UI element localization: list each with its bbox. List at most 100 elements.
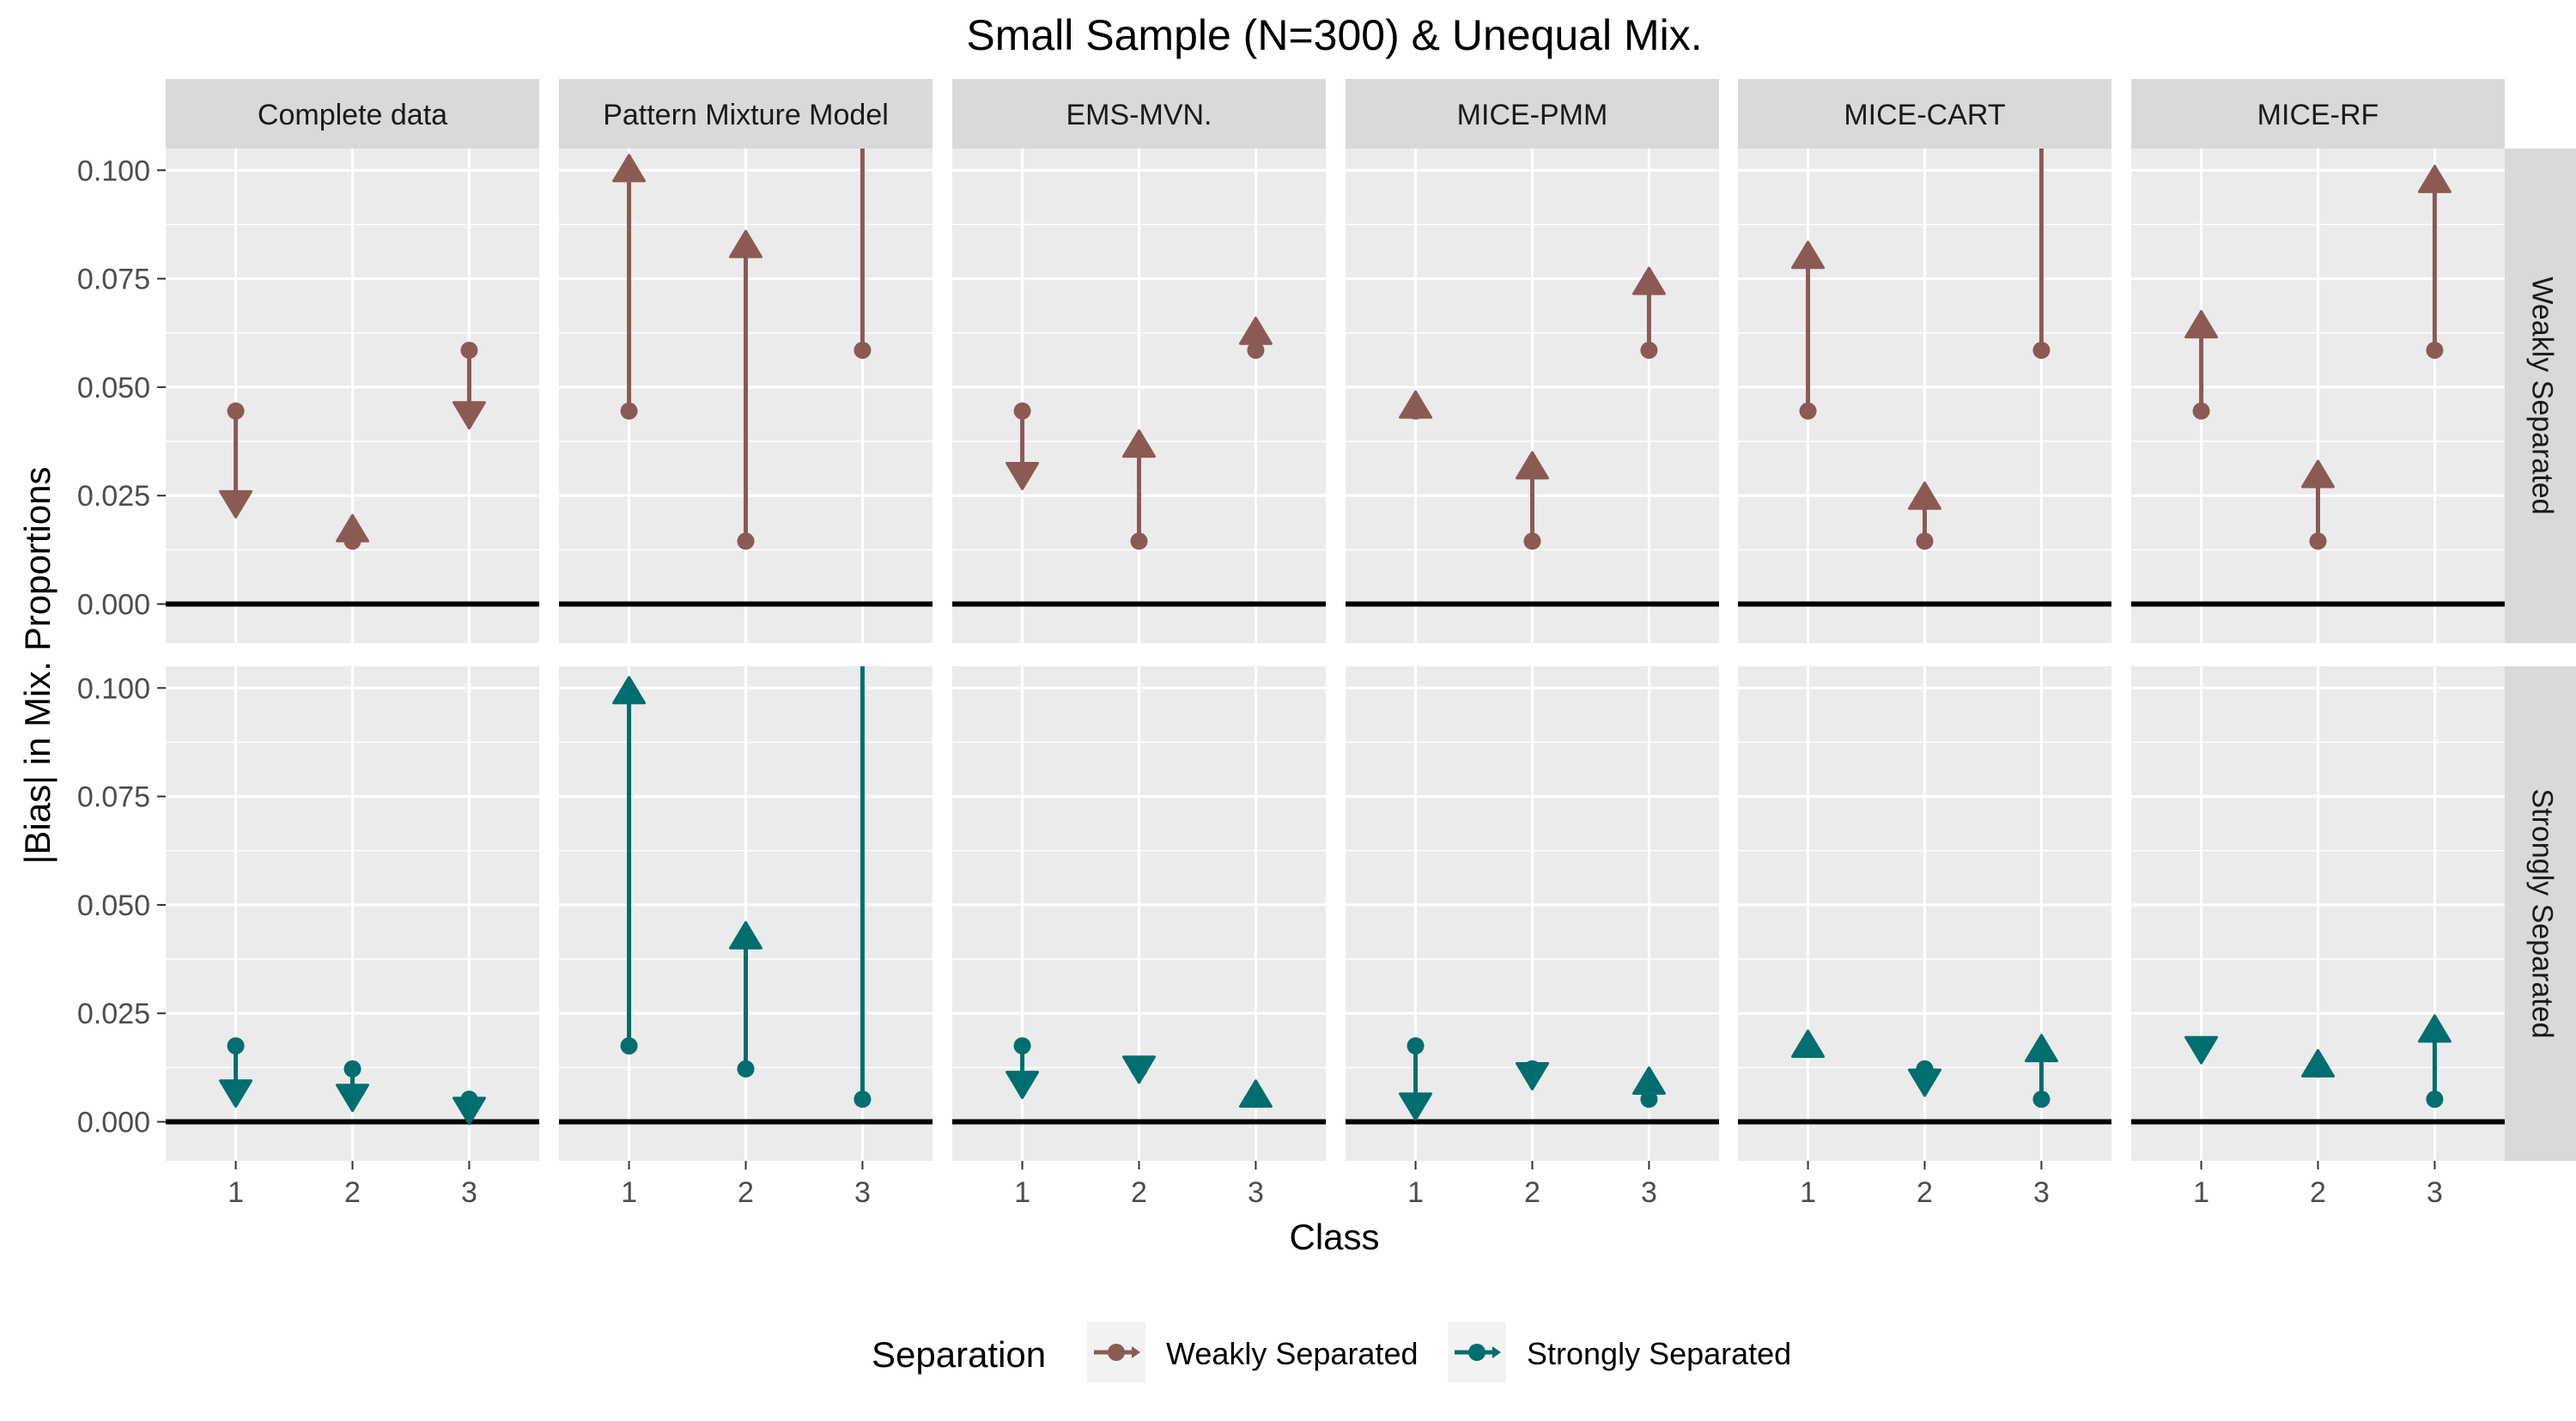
x-tick-label: 2 — [1131, 1176, 1147, 1209]
column-strip-label: Complete data — [258, 99, 447, 131]
panel-complete-data-strongly-separated — [166, 666, 539, 1161]
baseline-point-class-3 — [854, 1090, 872, 1108]
arrowhead-class-2 — [1122, 429, 1156, 458]
x-tick-label: 3 — [461, 1176, 477, 1209]
series-marks — [2184, 1014, 2451, 1108]
row-strip-bg — [2505, 149, 2576, 643]
baseline-point-class-3 — [1247, 341, 1265, 359]
series-marks — [612, 149, 872, 550]
column-strip-ems-mvn: EMS-MVN. — [952, 79, 1326, 149]
baseline-point-class-1 — [227, 1037, 245, 1055]
baseline-point-class-2 — [737, 1060, 755, 1078]
arrowhead-class-2 — [729, 920, 762, 950]
y-tick-label: 0.050 — [77, 890, 150, 922]
arrowhead-class-2 — [336, 513, 369, 543]
arrowhead-class-1 — [1399, 1092, 1433, 1121]
arrowhead-class-2 — [1516, 451, 1549, 480]
baseline-point-class-2 — [737, 532, 755, 550]
arrowhead-class-1 — [1791, 240, 1826, 270]
column-strip-bg — [2131, 79, 2505, 149]
x-tick-label: 1 — [228, 1176, 244, 1209]
arrowhead-class-1 — [612, 676, 647, 705]
x-tick-label: 1 — [1014, 1176, 1030, 1209]
arrowhead-class-2 — [1908, 481, 1941, 510]
baseline-point-class-2 — [1916, 532, 1934, 550]
column-strip-mice-rf: MICE-RF — [2131, 79, 2505, 149]
legend-title: Separation — [872, 1334, 1046, 1375]
baseline-point-class-3 — [854, 341, 872, 359]
series-marks — [1005, 1037, 1273, 1108]
x-tick-label: 2 — [1917, 1176, 1933, 1209]
panel-mice-cart-strongly-separated — [1738, 666, 2111, 1161]
baseline-point-class-3 — [2426, 1090, 2444, 1108]
arrowhead-class-1 — [2184, 310, 2219, 339]
y-tick-label: 0.000 — [77, 589, 150, 622]
x-tick-label: 1 — [621, 1176, 637, 1209]
baseline-point-class-1 — [620, 402, 638, 420]
baseline-point-class-3 — [2032, 341, 2050, 359]
x-tick-label: 1 — [2193, 1176, 2209, 1209]
panel-ems-mvn-weakly-separated — [952, 149, 1326, 643]
x-tick-label: 3 — [2427, 1176, 2443, 1209]
arrowhead-class-3 — [1631, 1066, 1666, 1096]
baseline-point-class-3 — [2426, 341, 2444, 359]
panel-mice-rf-strongly-separated — [2131, 666, 2505, 1161]
x-tick-label: 3 — [1248, 1176, 1264, 1209]
y-tick-label: 0.000 — [77, 1107, 150, 1139]
x-tick-label: 2 — [738, 1176, 754, 1209]
arrowhead-class-2 — [1122, 1055, 1156, 1084]
y-axis-title: |Bias| in Mix. Proportions — [17, 467, 58, 865]
y-tick-label: 0.100 — [77, 155, 150, 187]
x-tick-label: 3 — [1641, 1176, 1657, 1209]
x-tick-label: 2 — [1524, 1176, 1540, 1209]
baseline-point-class-1 — [1406, 1037, 1425, 1055]
y-tick-label: 0.025 — [77, 480, 150, 513]
chart-title: Small Sample (N=300) & Unequal Mix. — [966, 11, 1702, 59]
x-tick-label: 2 — [344, 1176, 361, 1209]
x-tick-label: 1 — [1800, 1176, 1816, 1209]
series-marks — [219, 1037, 486, 1126]
legend-label: Weakly Separated — [1166, 1336, 1419, 1371]
baseline-point-class-1 — [1013, 1037, 1031, 1055]
row-strip-strongly-separated: Strongly Separated — [2505, 666, 2576, 1161]
x-axis-title: Class — [1289, 1217, 1379, 1257]
baseline-point-class-1 — [2192, 402, 2210, 420]
legend-item-strongly-separated: Strongly Separated — [1448, 1322, 1791, 1382]
column-strip-mice-pmm: MICE-PMM — [1346, 79, 1719, 149]
baseline-point-class-2 — [343, 1060, 361, 1078]
arrowhead-class-3 — [1238, 316, 1273, 345]
legend-label: Strongly Separated — [1527, 1336, 1791, 1371]
baseline-point-class-2 — [2309, 532, 2327, 550]
row-strip-weakly-separated: Weakly Separated — [2505, 149, 2576, 643]
x-tick-label: 3 — [2033, 1176, 2050, 1209]
column-strip-bg — [952, 79, 1326, 149]
arrowhead-class-2 — [2301, 1048, 2335, 1078]
panel-pattern-mixture-model-weakly-separated — [559, 149, 933, 643]
arrowhead-class-3 — [1238, 1079, 1273, 1108]
legend: Separation Weakly Separated Strongly Sepa… — [872, 1322, 1791, 1382]
series-marks — [219, 341, 486, 550]
column-strip-label: MICE-RF — [2257, 99, 2379, 131]
arrowhead-class-2 — [1516, 1061, 1549, 1090]
arrowhead-class-3 — [1631, 266, 1666, 295]
column-strip-bg — [1346, 79, 1719, 149]
baseline-point-class-1 — [620, 1037, 638, 1055]
panel-ems-mvn-strongly-separated — [952, 666, 1326, 1161]
series-marks — [2184, 164, 2451, 550]
column-strip-label: Pattern Mixture Model — [603, 99, 889, 131]
baseline-point-class-1 — [1799, 402, 1817, 420]
column-strip-complete-data: Complete data — [166, 79, 539, 149]
baseline-point-class-1 — [1013, 402, 1031, 420]
baseline-point-class-3 — [2032, 1090, 2050, 1108]
panel-mice-cart-weakly-separated — [1738, 149, 2111, 643]
arrowhead-class-1 — [219, 489, 253, 519]
column-strip-bg — [559, 79, 933, 149]
legend-item-weakly-separated: Weakly Separated — [1087, 1322, 1419, 1382]
panels: Complete data Pattern Mixture Model EMS-MV… — [77, 79, 2576, 1209]
y-tick-label: 0.025 — [77, 998, 150, 1030]
column-strip-label: EMS-MVN. — [1066, 99, 1212, 131]
y-tick-label: 0.075 — [77, 264, 150, 296]
arrowhead-class-1 — [219, 1079, 253, 1108]
arrowhead-class-2 — [2301, 459, 2335, 489]
